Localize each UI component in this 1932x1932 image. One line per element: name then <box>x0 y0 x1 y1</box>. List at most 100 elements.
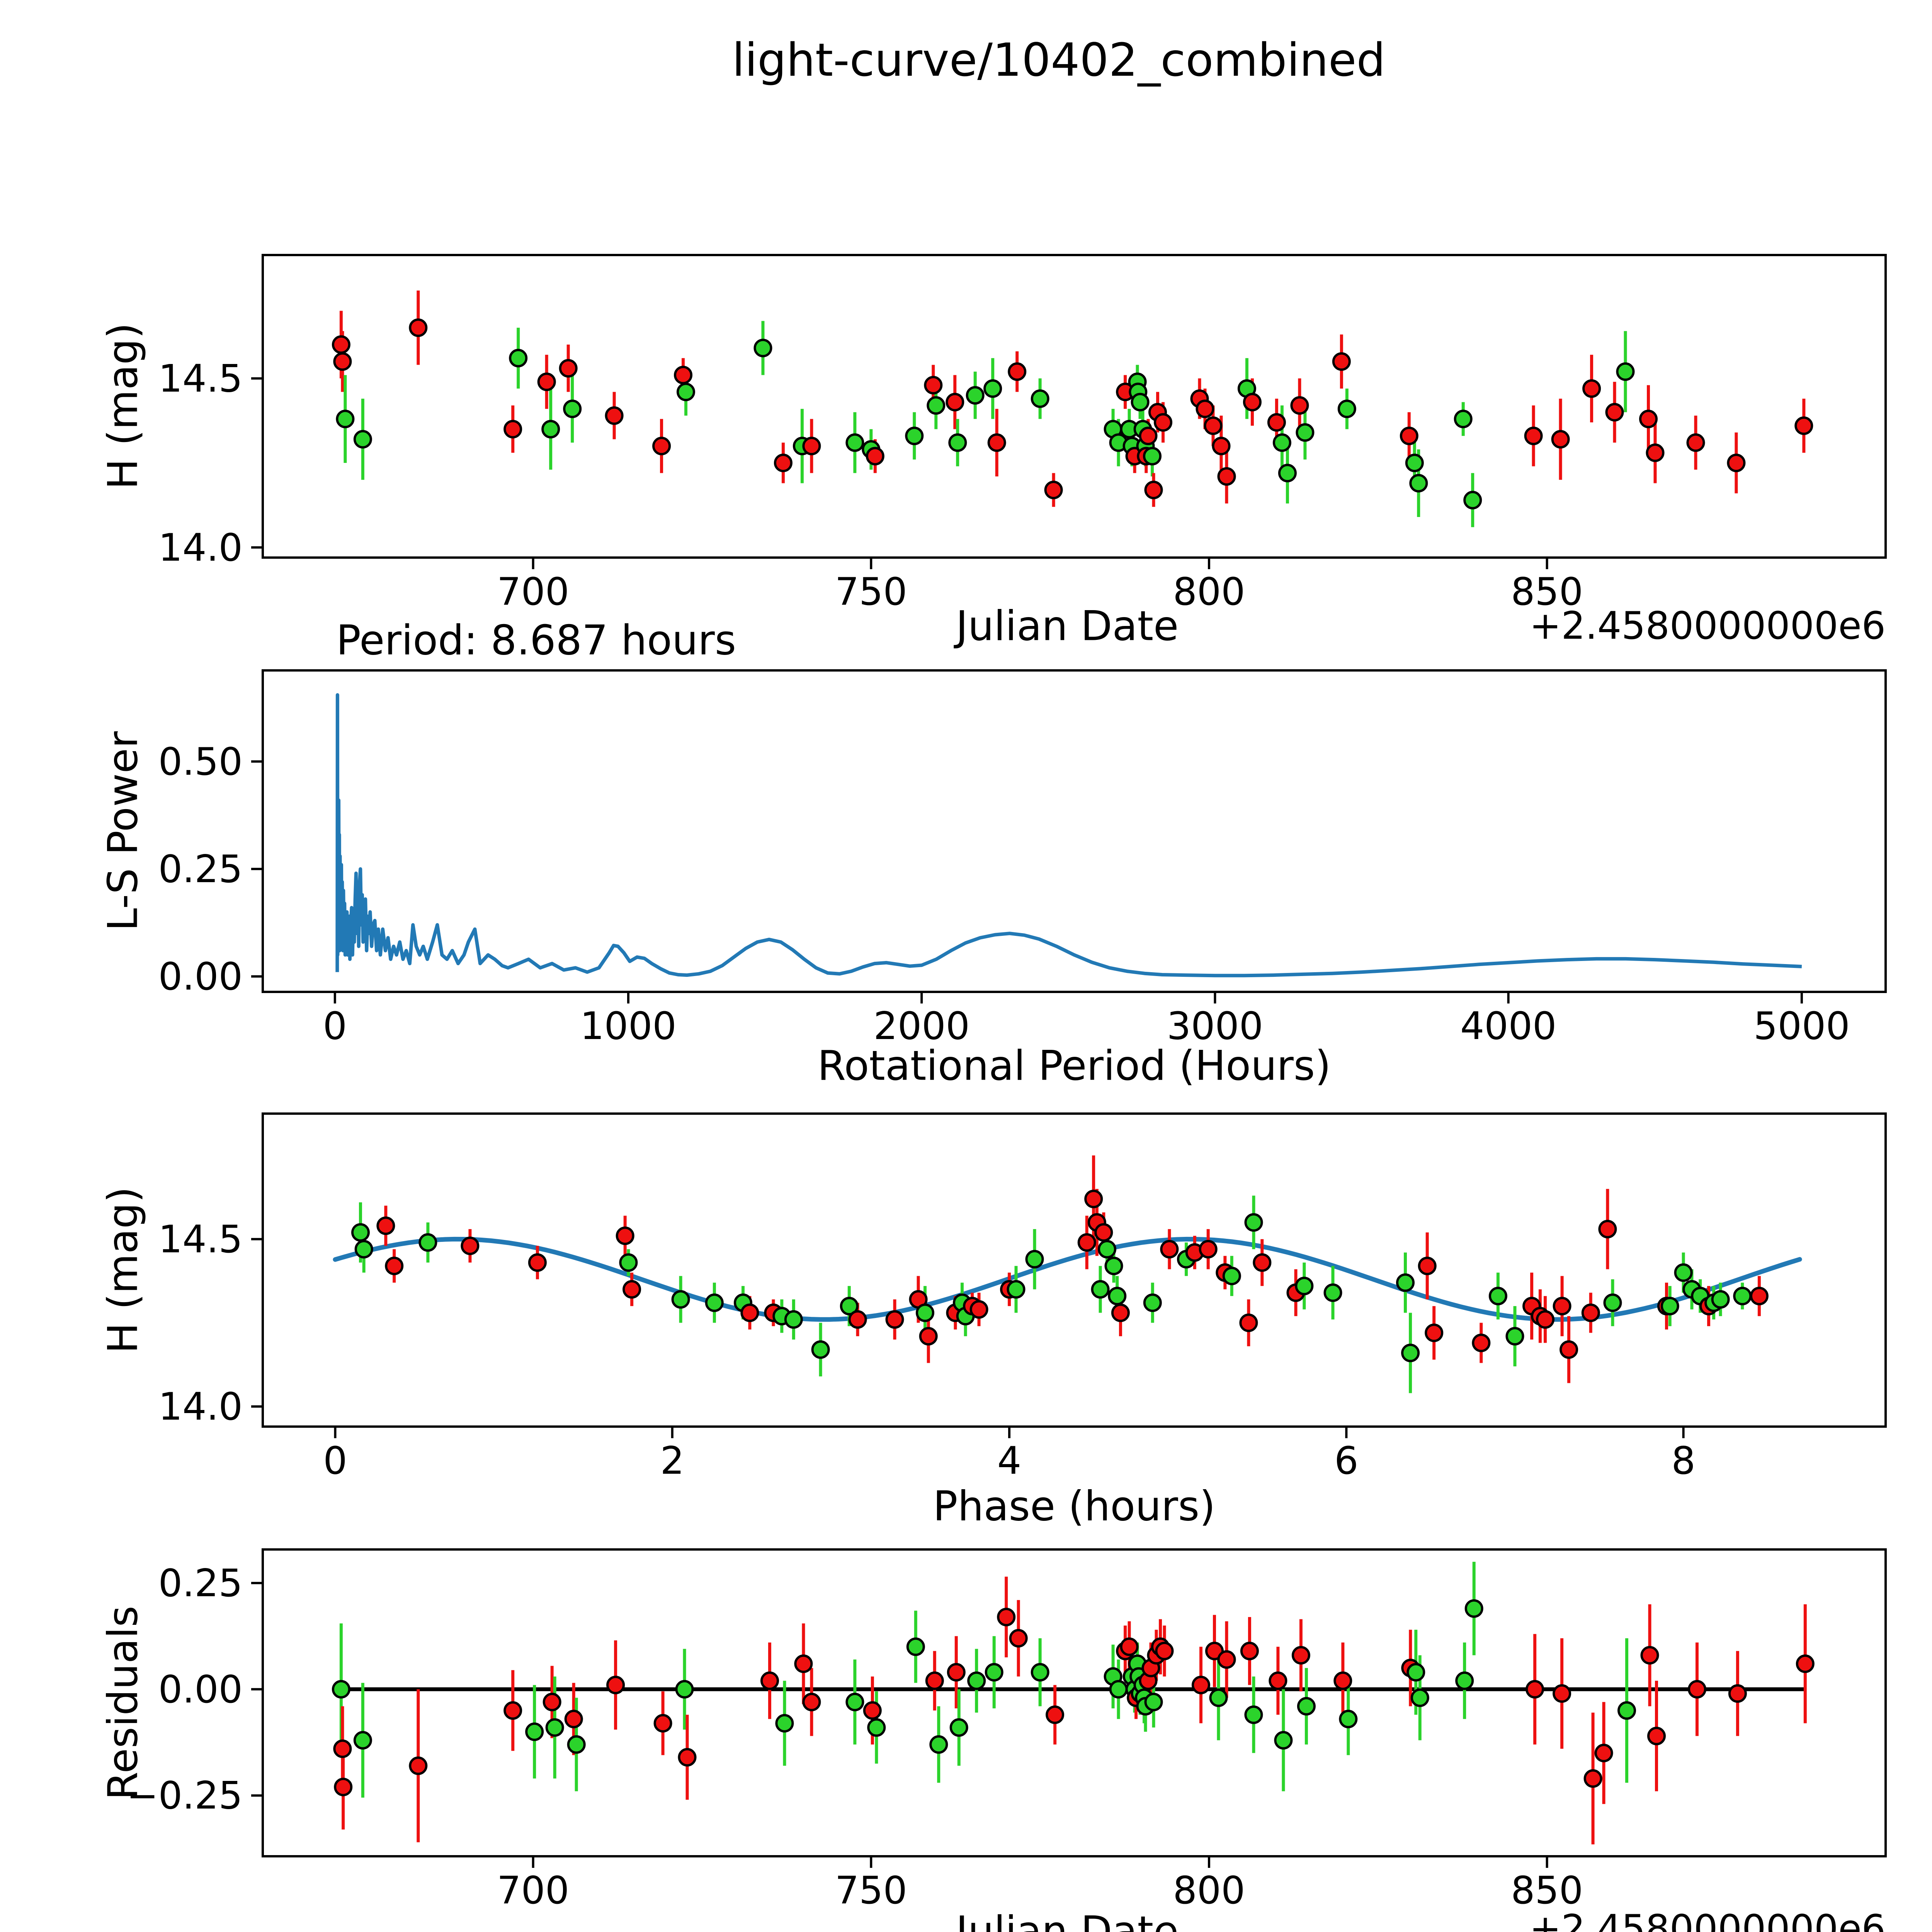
data-point <box>376 1216 395 1235</box>
tick-label: 8 <box>1671 1439 1695 1483</box>
data-point <box>1750 1287 1769 1306</box>
tick-label: 850 <box>1511 1869 1583 1913</box>
tick-label: 800 <box>1173 1869 1245 1913</box>
data-point <box>1647 1726 1666 1745</box>
period-annotation: Period: 8.687 hours <box>336 616 736 664</box>
data-point <box>1209 1688 1228 1707</box>
data-point <box>966 386 985 405</box>
data-point <box>537 372 556 391</box>
tick-label: −0.25 <box>127 1774 243 1818</box>
data-point <box>1406 1663 1425 1682</box>
data-point <box>622 1280 641 1299</box>
data-point <box>1098 1240 1116 1259</box>
tick-label: 14.0 <box>158 526 243 570</box>
tick-label: 6 <box>1334 1439 1358 1483</box>
data-point <box>1111 1303 1130 1322</box>
data-point <box>543 1692 561 1711</box>
tick-label: 700 <box>497 570 569 614</box>
data-point <box>1616 362 1635 381</box>
data-point <box>1405 454 1424 472</box>
data-point <box>1217 1650 1236 1669</box>
data-point <box>652 437 671 456</box>
fit-curve <box>333 1236 1802 1322</box>
data-point <box>1139 427 1158 446</box>
data-point <box>353 1731 372 1750</box>
data-point <box>1598 1219 1617 1238</box>
data-point <box>409 318 428 337</box>
data-point <box>1244 1213 1263 1232</box>
panel4-offset-text: +2.4580000000e6 <box>1529 1907 1886 1932</box>
data-point <box>1120 1637 1139 1656</box>
data-point <box>1008 362 1027 381</box>
data-point <box>674 366 692 384</box>
data-point <box>564 1709 583 1728</box>
data-point <box>867 1718 886 1737</box>
data-point <box>866 447 884 466</box>
data-point <box>1455 1671 1474 1690</box>
data-point <box>1526 1680 1544 1699</box>
data-point <box>1333 1671 1352 1690</box>
tick-label: 3000 <box>1167 1004 1263 1048</box>
panel-jd-lightcurve: 700 750 800 850 14.0 14.5 <box>158 254 1887 614</box>
axes-frame <box>262 1112 1887 1428</box>
data-point <box>1009 1629 1028 1648</box>
data-point <box>1733 1287 1752 1306</box>
tick-label: 0 <box>323 1439 347 1483</box>
data-point <box>332 1680 350 1699</box>
data-point <box>969 1300 988 1319</box>
data-point <box>678 1748 697 1767</box>
data-point <box>509 349 528 367</box>
panel2-xlabel: Rotational Period (Hours) <box>817 1042 1331 1090</box>
data-point <box>1488 1287 1507 1306</box>
data-point <box>1796 1654 1815 1673</box>
data-point <box>1711 1290 1730 1309</box>
data-point <box>740 1303 759 1322</box>
panel-periodogram: 0 1000 2000 3000 4000 5000 0.00 0.25 0.50 <box>158 669 1887 1048</box>
tick-label: 0.25 <box>158 1561 243 1605</box>
data-point <box>385 1257 404 1276</box>
data-point <box>919 1327 938 1346</box>
data-point <box>1337 400 1356 418</box>
axes-frame <box>262 1548 1887 1857</box>
tick-label: 750 <box>835 1869 907 1913</box>
data-point <box>985 1663 1003 1682</box>
data-point <box>559 359 578 378</box>
data-point <box>503 420 522 439</box>
data-point <box>653 1714 672 1733</box>
data-point <box>784 1310 803 1329</box>
data-point <box>1154 413 1172 432</box>
data-point <box>1400 427 1418 446</box>
data-point <box>925 1671 944 1690</box>
periodogram-curve <box>335 693 1802 978</box>
data-point <box>948 433 967 452</box>
data-point <box>1464 1599 1483 1618</box>
panel3-ylabel: H (mag) <box>99 1187 147 1354</box>
data-point <box>1291 1646 1310 1665</box>
tick-label: 1000 <box>580 1004 676 1048</box>
tick-label: 700 <box>497 1869 569 1913</box>
tick-label: 2 <box>660 1439 684 1483</box>
data-point <box>1727 454 1746 472</box>
data-point <box>1204 416 1223 435</box>
data-point <box>563 400 582 418</box>
data-point <box>1454 410 1473 429</box>
data-point <box>1551 430 1570 449</box>
data-point <box>1581 1303 1600 1322</box>
tick-label: 4 <box>997 1439 1021 1483</box>
panel1-xlabel: Julian Date <box>956 602 1179 650</box>
data-point <box>1660 1297 1679 1316</box>
data-point <box>1217 467 1236 486</box>
tick-label: 2000 <box>874 1004 970 1048</box>
data-point <box>1505 1327 1524 1346</box>
data-point <box>811 1340 830 1359</box>
data-point <box>927 396 946 415</box>
data-point <box>418 1233 437 1252</box>
data-point <box>351 1223 370 1242</box>
data-point <box>1109 1680 1128 1699</box>
data-point <box>929 1735 948 1754</box>
data-point <box>775 1714 794 1733</box>
data-point <box>840 1297 859 1316</box>
data-point <box>1639 410 1658 429</box>
